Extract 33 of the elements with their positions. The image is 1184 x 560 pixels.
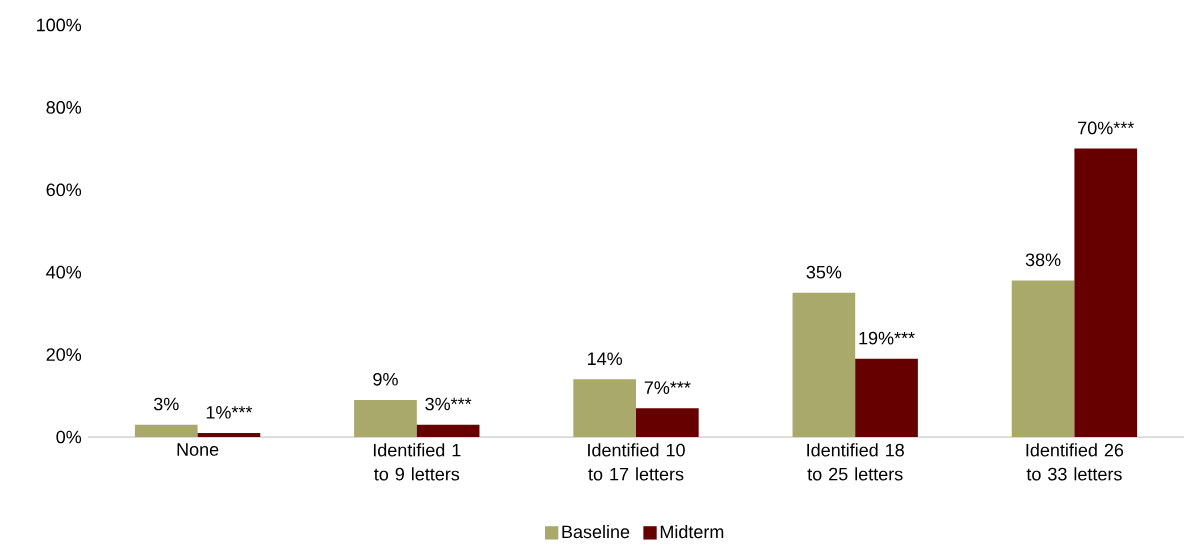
bar [1011,280,1075,437]
data-label: 70%*** [1078,121,1134,135]
data-label: 3% [153,397,179,411]
bar [134,424,198,437]
bar [197,432,261,437]
data-label: 9% [373,372,398,386]
data-label: 38% [1025,253,1061,267]
data-label: 19%*** [859,331,915,345]
data-label: 7%*** [644,381,691,394]
legend-label: Midterm [660,524,724,539]
y-tick-label: 40% [46,265,82,279]
x-tick-label: None [177,443,219,456]
y-tick-label: 20% [46,348,82,361]
bar [573,379,637,437]
y-tick-label: 60% [46,183,82,197]
data-label: 14% [588,352,623,366]
x-tick-label: Identified 18 to 25 letters [807,443,904,481]
y-tick-label: 100% [37,18,82,32]
y-tick-label: 0% [56,430,82,444]
bar [1074,148,1138,437]
bar [792,292,856,437]
data-label: 3%*** [425,397,472,411]
data-label: 35% [806,265,842,279]
legend-label: Baseline [562,524,630,539]
bar [354,399,417,437]
x-tick-label: Identified 10 to 17 letters [588,443,685,481]
y-tick-label: 80% [46,101,82,114]
bar [416,424,480,437]
x-tick-label: Identified 1 to 9 letters [373,443,461,481]
bar [855,358,918,437]
bar [636,408,699,437]
x-tick-label: Identified 26 to 33 letters [1026,443,1124,481]
data-label: 1%*** [206,406,253,419]
